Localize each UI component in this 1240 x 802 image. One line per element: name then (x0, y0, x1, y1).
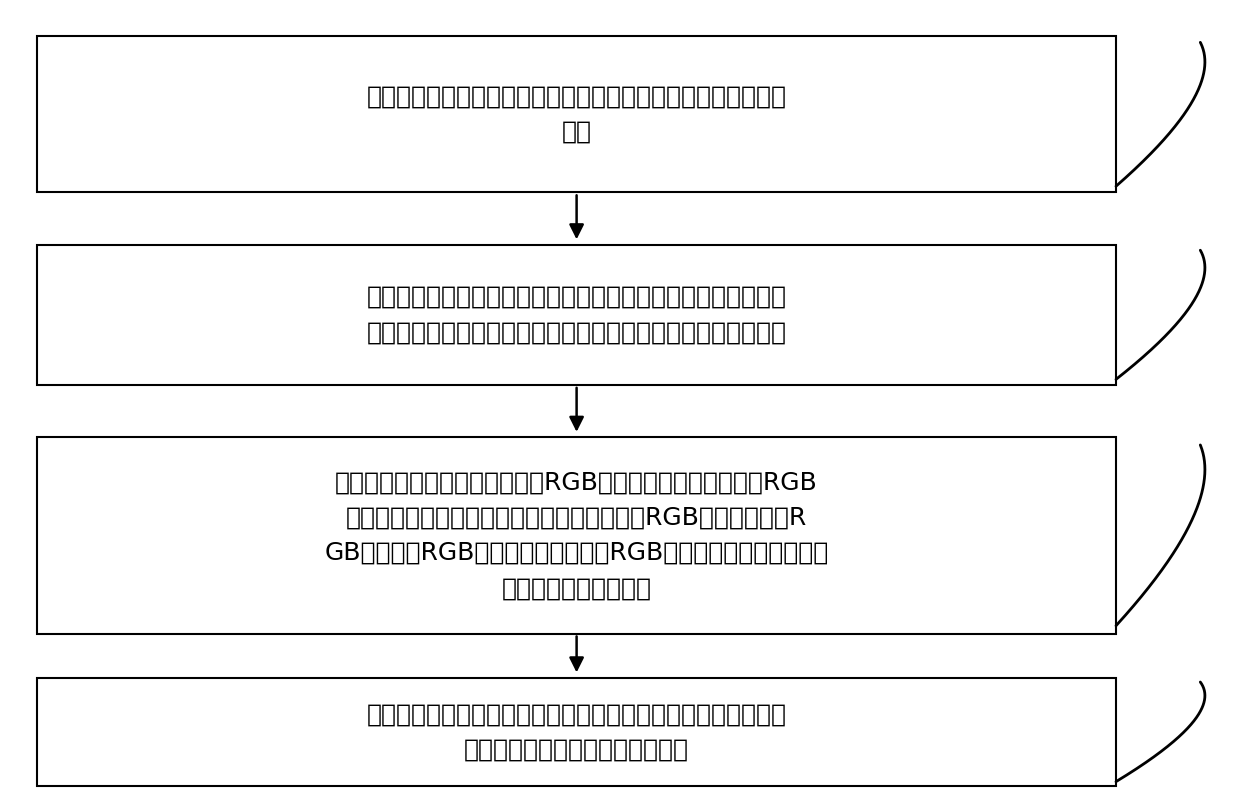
FancyBboxPatch shape (37, 245, 1116, 385)
Text: 根据电网系统诊断标准对所识别的电力设备的温度结果进行诊断
，判断该电力设备是否出现热故障: 根据电网系统诊断标准对所识别的电力设备的温度结果进行诊断 ，判断该电力设备是否出… (367, 702, 786, 762)
Text: 根据所识别的温度标尺像素点的RGB值及温度标尺上下界生成RGB
值与温度参照表，并提取所识别的电力设备的RGB值，将提取的R
GB值与所述RGB值与温度参照表中: 根据所识别的温度标尺像素点的RGB值及温度标尺上下界生成RGB 值与温度参照表，… (325, 470, 828, 601)
FancyBboxPatch shape (37, 678, 1116, 786)
Text: 将待检测红外图像输入所述卷积神经网络模型，通过所述卷积神
经网络模型识别出所述待检测红外图像中的温度标尺和电力设备: 将待检测红外图像输入所述卷积神经网络模型，通过所述卷积神 经网络模型识别出所述待… (367, 285, 786, 345)
Text: 采集电力设备的红外图像，根据所述红外图像构建卷积神经网络
模型: 采集电力设备的红外图像，根据所述红外图像构建卷积神经网络 模型 (367, 84, 786, 144)
FancyBboxPatch shape (37, 36, 1116, 192)
FancyBboxPatch shape (37, 437, 1116, 634)
